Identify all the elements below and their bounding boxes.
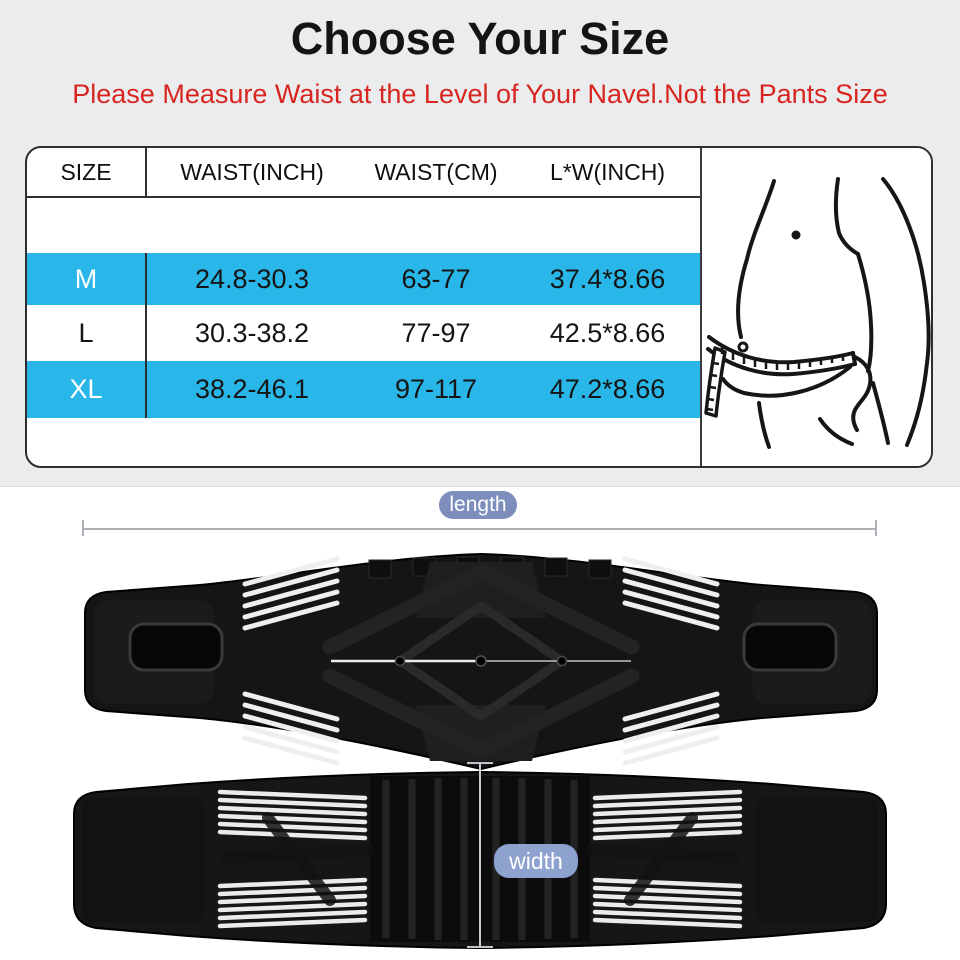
length-tick-right bbox=[875, 520, 877, 536]
col-header-lw-inch: L*W(INCH) bbox=[550, 158, 665, 185]
length-dimension-line bbox=[82, 528, 877, 530]
waist-cm-value: 77-97 bbox=[401, 317, 471, 348]
lw-inch-value: 42.5*8.66 bbox=[549, 317, 666, 348]
length-label: length bbox=[439, 491, 517, 519]
width-dimension-line bbox=[479, 763, 481, 948]
width-label: width bbox=[494, 844, 578, 878]
table-row-xl: XL 38.2-46.1 97-117 47.2*8.66 bbox=[27, 361, 700, 418]
length-tick-left bbox=[82, 520, 84, 536]
col-header-waist-cm: WAIST(CM) bbox=[374, 158, 498, 185]
table-row-l: L 30.3-38.2 77-97 42.5*8.66 bbox=[27, 305, 700, 361]
page-title: Choose Your Size bbox=[290, 13, 670, 64]
table-header-row: SIZE WAIST(INCH) WAIST(CM) L*W(INCH) bbox=[27, 148, 700, 198]
waist-inch-value: 38.2-46.1 bbox=[194, 374, 310, 404]
lw-inch-value: 47.2*8.66 bbox=[549, 374, 666, 404]
width-tick-top bbox=[467, 762, 493, 764]
size-label: XL bbox=[27, 361, 147, 418]
torso-measure-icon bbox=[704, 177, 931, 449]
waist-cm-value: 97-117 bbox=[394, 374, 478, 404]
size-label: L bbox=[27, 305, 147, 361]
size-chart-table: SIZE WAIST(INCH) WAIST(CM) L*W(INCH) M 2… bbox=[25, 146, 933, 468]
waist-inch-value: 30.3-38.2 bbox=[194, 317, 310, 348]
col-header-size: SIZE bbox=[27, 148, 147, 196]
belt-outer-side-image bbox=[84, 552, 878, 771]
width-tick-bottom bbox=[467, 946, 493, 948]
size-chart-columns: SIZE WAIST(INCH) WAIST(CM) L*W(INCH) M 2… bbox=[27, 148, 700, 466]
torso-illustration-panel bbox=[700, 148, 931, 466]
waist-cm-value: 63-77 bbox=[401, 263, 471, 294]
table-filler-row bbox=[27, 418, 700, 466]
table-spacer-row bbox=[27, 198, 700, 253]
waist-inch-value: 24.8-30.3 bbox=[194, 263, 310, 294]
col-header-waist-inch: WAIST(INCH) bbox=[180, 158, 324, 185]
measure-instruction: Please Measure Waist at the Level of You… bbox=[72, 79, 888, 109]
table-row-m: M 24.8-30.3 63-77 37.4*8.66 bbox=[27, 253, 700, 305]
size-label: M bbox=[27, 253, 147, 305]
lw-inch-value: 37.4*8.66 bbox=[549, 263, 666, 294]
